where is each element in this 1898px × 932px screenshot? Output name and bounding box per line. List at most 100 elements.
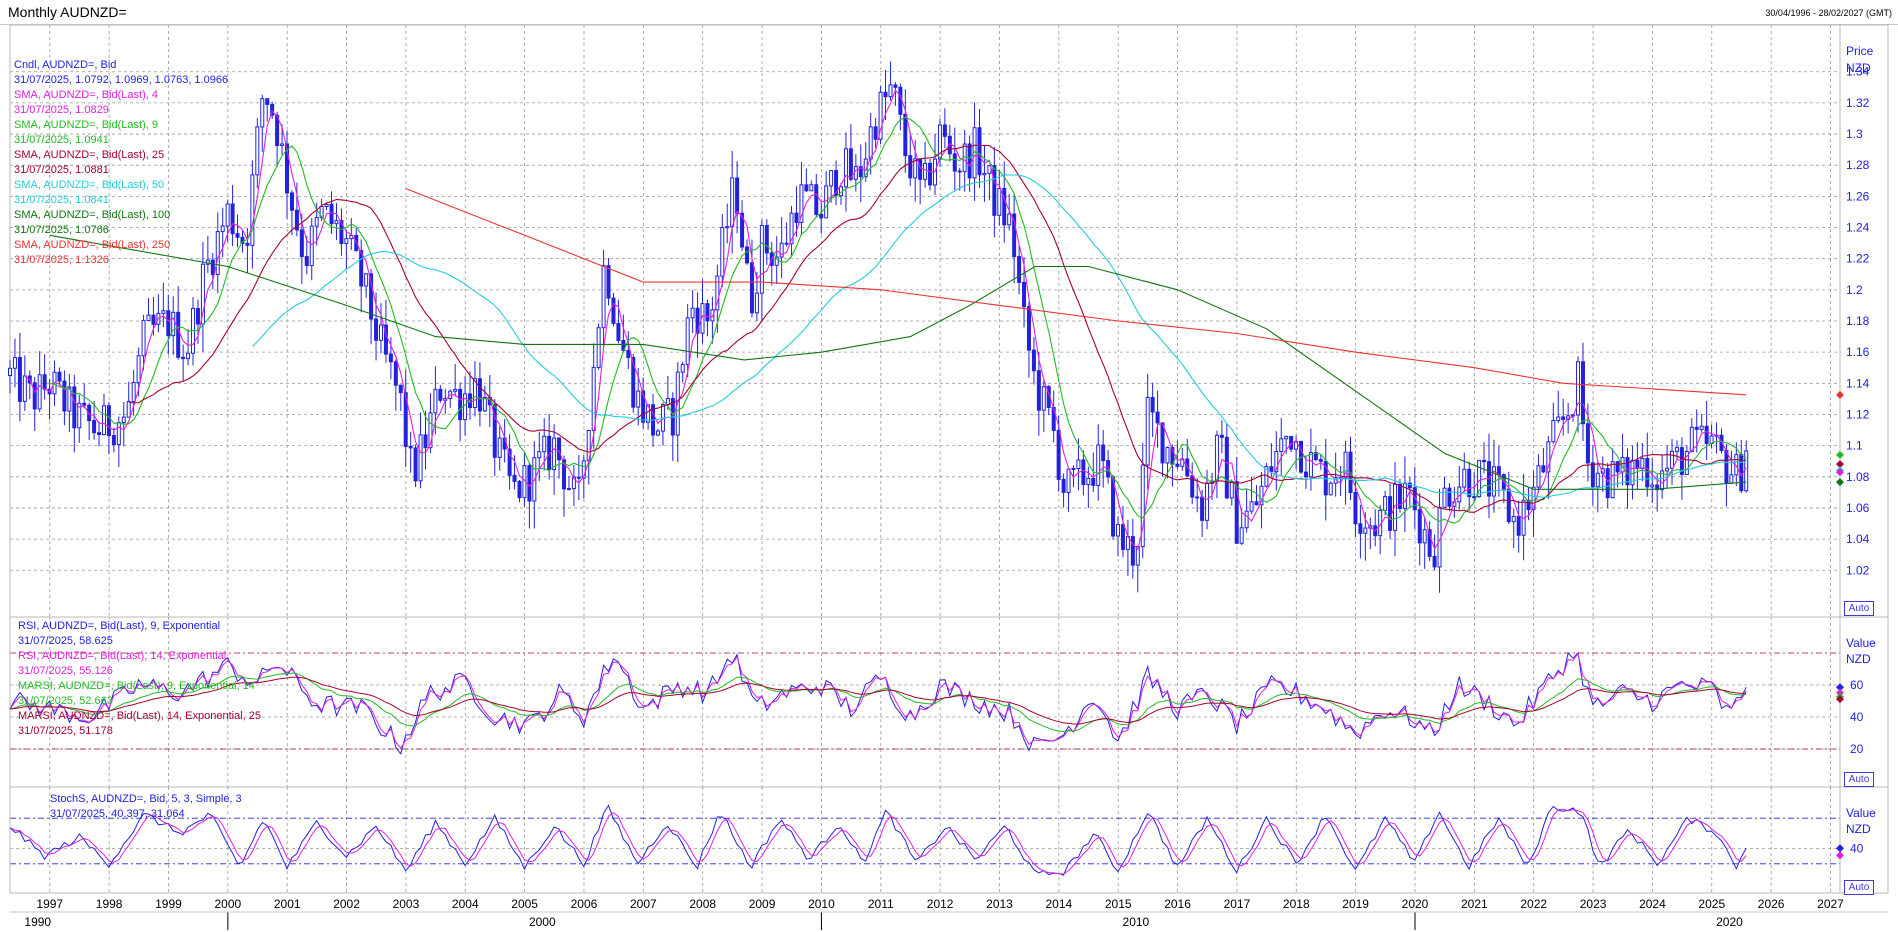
rsi-legend-label: MARSI, AUDNZD=, Bid(Last), 14, Exponenti… bbox=[18, 710, 261, 722]
candle-body bbox=[383, 324, 388, 355]
stoch-d-line bbox=[9, 808, 1747, 875]
candle-body bbox=[230, 203, 235, 235]
candle-body bbox=[1353, 491, 1358, 525]
candle-body bbox=[324, 203, 329, 207]
candle-body bbox=[754, 292, 759, 314]
candle-body bbox=[517, 480, 522, 499]
candle-body bbox=[1081, 459, 1086, 485]
candle-body bbox=[1684, 450, 1689, 475]
candle-body bbox=[1195, 496, 1200, 499]
candle-body bbox=[764, 225, 769, 254]
price-legend-label: SMA, AUDNZD=, Bid(Last), 100 bbox=[14, 209, 170, 221]
price-legend-value: 31/07/2025, 1.0941 bbox=[14, 134, 109, 146]
candle-body bbox=[745, 246, 750, 264]
candle-body bbox=[265, 98, 270, 105]
candle-body bbox=[1595, 472, 1600, 488]
x-tick-label: 2017 bbox=[1224, 897, 1251, 911]
candle-body bbox=[1625, 456, 1630, 486]
candle-body bbox=[908, 155, 913, 179]
candle-body bbox=[1363, 527, 1368, 534]
candle-body bbox=[571, 476, 576, 490]
candle-body bbox=[1422, 529, 1427, 544]
x-tick-label: 2024 bbox=[1639, 897, 1666, 911]
candle-body bbox=[1546, 441, 1551, 473]
candle-body bbox=[458, 388, 463, 421]
rsi-axis-unit: NZD bbox=[1846, 652, 1871, 666]
x-tick-label: 2000 bbox=[214, 897, 241, 911]
rsi-auto-scale-button[interactable]: Auto bbox=[1844, 772, 1874, 787]
candle-body bbox=[1303, 471, 1308, 478]
candle-body bbox=[166, 310, 171, 337]
candle-body bbox=[225, 203, 230, 227]
candle-body bbox=[195, 307, 200, 325]
candle-body bbox=[72, 386, 77, 429]
candle-body bbox=[1655, 484, 1660, 491]
last-value-marker-stoch-k bbox=[1836, 844, 1844, 853]
candle-body bbox=[1447, 487, 1452, 507]
candle-body bbox=[364, 273, 369, 287]
x-tick-label: 2025 bbox=[1698, 897, 1725, 911]
candle-body bbox=[1393, 483, 1398, 531]
candle-body bbox=[537, 451, 542, 459]
candle-body bbox=[359, 250, 364, 287]
candle-body bbox=[1531, 486, 1536, 511]
x-decade-label: 2010 bbox=[1123, 915, 1150, 929]
candle-body bbox=[1585, 423, 1590, 464]
panel-frame-3 bbox=[9, 786, 1889, 894]
candle-body bbox=[1259, 485, 1264, 506]
stoch-auto-scale-button[interactable]: Auto bbox=[1844, 880, 1874, 895]
candle-body bbox=[1061, 478, 1066, 493]
candle-body bbox=[77, 402, 82, 429]
candle-body bbox=[428, 412, 433, 449]
candle-body bbox=[121, 416, 126, 424]
candle-body bbox=[705, 303, 710, 322]
candle-body bbox=[215, 231, 220, 276]
candle-body bbox=[591, 366, 596, 431]
candle-body bbox=[779, 242, 784, 258]
x-tick-label: 2015 bbox=[1105, 897, 1132, 911]
candle-body bbox=[1482, 459, 1487, 463]
main-auto-scale-button[interactable]: Auto bbox=[1844, 601, 1874, 616]
price-tick-label: 1.2 bbox=[1846, 283, 1863, 297]
candle-body bbox=[641, 390, 646, 423]
candle-body bbox=[334, 220, 339, 225]
x-tick-label: 2008 bbox=[689, 897, 716, 911]
candle-body bbox=[1012, 213, 1017, 258]
panel-frame-2 bbox=[9, 616, 1889, 788]
x-axis-labels: 1997 1998 1999 2000 2001 2002 2003 2004 2005 2006… bbox=[10, 897, 1888, 930]
candle-body bbox=[82, 402, 87, 406]
candle-body bbox=[1160, 422, 1165, 464]
candle-body bbox=[685, 317, 690, 365]
candle-body bbox=[408, 445, 413, 449]
candle-body bbox=[1289, 435, 1294, 450]
last-value-marker-sma25 bbox=[1836, 460, 1844, 469]
candle-body bbox=[665, 398, 670, 406]
candle-body bbox=[1388, 496, 1393, 531]
date-range-label: 30/04/1996 - 28/02/2027 (GMT) bbox=[1765, 8, 1892, 18]
candle-body bbox=[700, 303, 705, 334]
x-tick-label: 2001 bbox=[274, 897, 301, 911]
candle-body bbox=[477, 378, 482, 412]
candle-body bbox=[616, 322, 621, 341]
candle-body bbox=[17, 357, 22, 402]
candle-body bbox=[116, 422, 121, 445]
candle-body bbox=[1091, 477, 1096, 486]
candle-body bbox=[1086, 477, 1091, 485]
candle-body bbox=[141, 320, 146, 357]
candle-body bbox=[92, 420, 97, 434]
candle-body bbox=[997, 187, 1002, 216]
candle-body bbox=[1140, 464, 1145, 548]
candle-body bbox=[655, 430, 660, 436]
price-tick-label: 1.02 bbox=[1846, 563, 1870, 577]
candle-body bbox=[542, 435, 547, 453]
candle-body bbox=[1036, 370, 1041, 411]
candle-body bbox=[210, 259, 215, 276]
candle-body bbox=[171, 311, 176, 337]
candle-body bbox=[1417, 509, 1422, 544]
candle-body bbox=[1699, 425, 1704, 430]
x-tick-label: 2019 bbox=[1342, 897, 1369, 911]
candle-body bbox=[819, 213, 824, 219]
x-decade-label: 2020 bbox=[1716, 915, 1743, 929]
candle-body bbox=[1017, 256, 1022, 283]
